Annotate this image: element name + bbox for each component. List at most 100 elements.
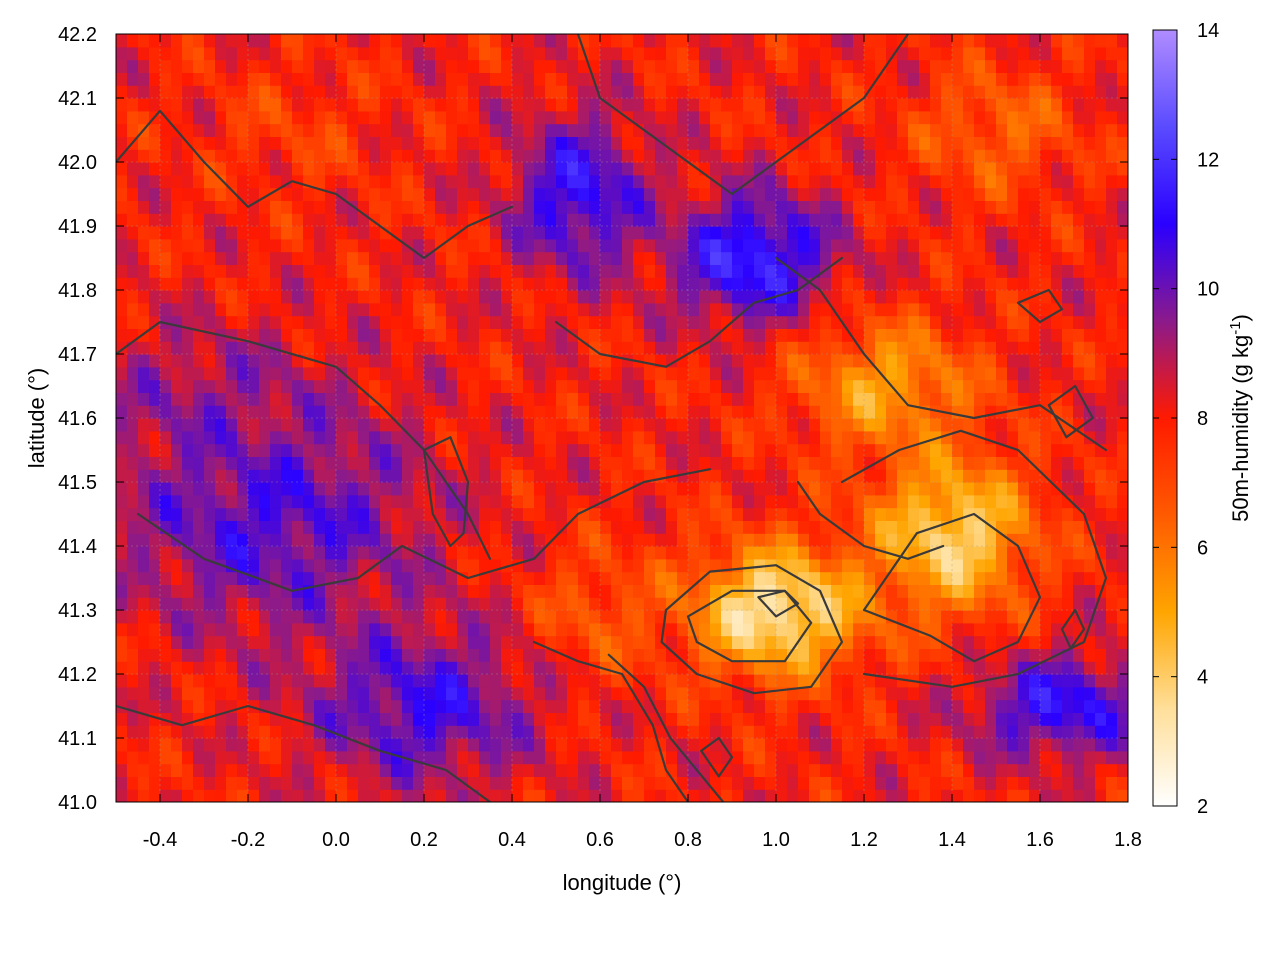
heatmap-cell <box>974 712 986 726</box>
heatmap-cell <box>1007 200 1019 214</box>
heatmap-cell <box>512 558 524 573</box>
heatmap-cell <box>1007 597 1019 611</box>
heatmap-cell <box>182 315 194 329</box>
heatmap-cell <box>380 546 392 560</box>
heatmap-cell <box>941 456 953 470</box>
heatmap-cell <box>622 469 634 483</box>
heatmap-cell <box>303 571 315 585</box>
heatmap-cell <box>1007 738 1019 752</box>
heatmap-cell <box>501 162 513 176</box>
heatmap-cell <box>622 738 634 752</box>
heatmap-cell <box>743 686 755 701</box>
heatmap-cell <box>490 507 502 521</box>
heatmap-cell <box>490 341 502 355</box>
heatmap-cell <box>391 59 403 73</box>
heatmap-cell <box>743 635 755 649</box>
heatmap-cell <box>182 405 194 419</box>
heatmap-cell <box>798 226 810 240</box>
heatmap-cell <box>490 264 502 278</box>
heatmap-cell <box>336 226 348 240</box>
heatmap-cell <box>886 98 898 112</box>
heatmap-cell <box>776 558 788 573</box>
heatmap-cell <box>721 686 733 701</box>
heatmap-cell <box>446 264 458 278</box>
heatmap-cell <box>1007 520 1019 534</box>
heatmap-cell <box>490 392 502 406</box>
heatmap-cell <box>941 430 953 445</box>
heatmap-cell <box>457 149 469 163</box>
heatmap-cell <box>776 456 788 470</box>
heatmap-cell <box>402 72 414 86</box>
heatmap-cell <box>270 546 282 560</box>
heatmap-cell <box>754 123 766 137</box>
heatmap-cell <box>908 59 920 73</box>
heatmap-cell <box>776 622 788 637</box>
heatmap-cell <box>215 379 227 393</box>
heatmap-cell <box>369 174 381 189</box>
heatmap-cell <box>413 520 425 534</box>
heatmap-cell <box>402 200 414 214</box>
heatmap-cell <box>369 251 381 265</box>
heatmap-cell <box>116 558 128 573</box>
heatmap-cell <box>501 366 513 381</box>
heatmap-cell <box>732 686 744 701</box>
heatmap-cell <box>149 622 161 637</box>
heatmap-cell <box>457 584 469 598</box>
heatmap-cell <box>600 635 612 649</box>
heatmap-cell <box>941 34 953 48</box>
heatmap-cell <box>325 648 337 662</box>
heatmap-cell <box>303 302 315 317</box>
heatmap-cell <box>270 648 282 662</box>
heatmap-cell <box>798 712 810 726</box>
heatmap-cell <box>655 149 667 163</box>
heatmap-cell <box>347 213 359 227</box>
heatmap-cell <box>798 162 810 176</box>
heatmap-cell <box>149 315 161 329</box>
heatmap-cell <box>952 72 964 86</box>
heatmap-cell <box>699 251 711 265</box>
heatmap-cell <box>226 328 238 342</box>
heatmap-cell <box>314 85 326 99</box>
heatmap-cell <box>754 456 766 470</box>
heatmap-cell <box>446 674 458 688</box>
heatmap-cell <box>248 149 260 163</box>
heatmap-cell <box>380 686 392 701</box>
heatmap-cell <box>281 213 293 227</box>
heatmap-cell <box>534 110 546 125</box>
heatmap-cell <box>677 418 689 432</box>
heatmap-cell <box>281 635 293 649</box>
heatmap-cell <box>446 72 458 86</box>
heatmap-cell <box>534 238 546 253</box>
heatmap-cell <box>611 443 623 457</box>
heatmap-cell <box>809 699 821 713</box>
heatmap-cell <box>457 648 469 662</box>
heatmap-cell <box>864 405 876 419</box>
heatmap-cell <box>1018 635 1030 649</box>
heatmap-cell <box>127 776 139 790</box>
heatmap-cell <box>666 443 678 457</box>
heatmap-cell <box>721 418 733 432</box>
heatmap-cell <box>941 277 953 291</box>
heatmap-cell <box>314 277 326 291</box>
heatmap-cell <box>270 251 282 265</box>
heatmap-cell <box>864 443 876 457</box>
heatmap-cell <box>457 738 469 752</box>
heatmap-cell <box>281 251 293 265</box>
heatmap-cell <box>974 443 986 457</box>
heatmap-cell <box>699 430 711 445</box>
heatmap-cell <box>490 558 502 573</box>
heatmap-cell <box>358 750 370 765</box>
heatmap-cell <box>457 456 469 470</box>
heatmap-cell <box>369 392 381 406</box>
heatmap-cell <box>600 238 612 253</box>
heatmap-cell <box>369 98 381 112</box>
heatmap-cell <box>325 238 337 253</box>
heatmap-cell <box>270 712 282 726</box>
heatmap-cell <box>721 46 733 61</box>
heatmap-cell <box>930 187 942 201</box>
heatmap-cell <box>853 443 865 457</box>
heatmap-cell <box>996 187 1008 201</box>
heatmap-cell <box>435 482 447 496</box>
heatmap-cell <box>754 622 766 637</box>
heatmap-cell <box>435 622 447 637</box>
